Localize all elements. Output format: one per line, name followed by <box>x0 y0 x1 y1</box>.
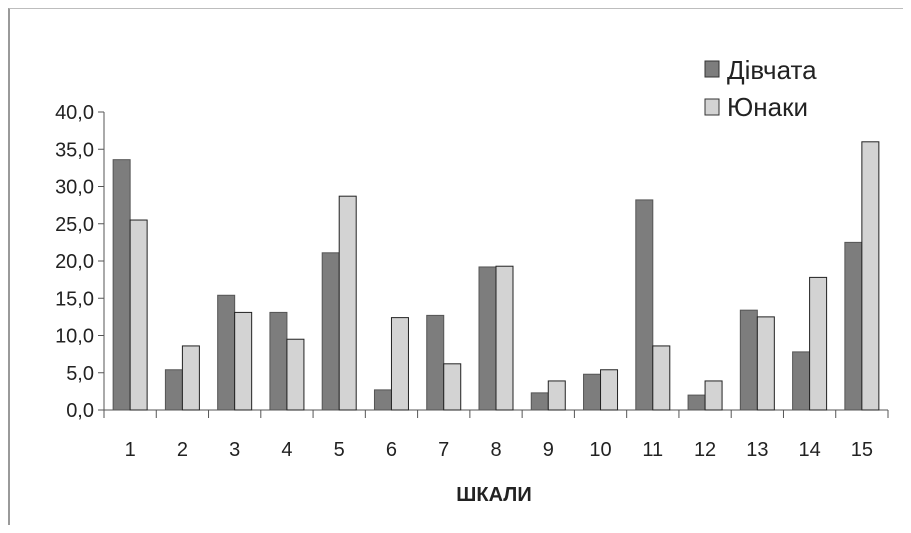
bar-boys <box>861 141 880 411</box>
bar-boys <box>390 317 409 411</box>
x-tick-label: 11 <box>642 439 663 461</box>
bars <box>112 141 880 411</box>
bar-boys <box>181 345 200 411</box>
y-tick-label: 10,0 <box>55 326 94 348</box>
bar-boys <box>286 338 305 411</box>
y-tick-label: 20,0 <box>55 251 94 273</box>
bar-boys <box>756 316 775 411</box>
y-ticks: 0,0 5,0 10,0 15,0 20,0 25,0 30,0 35,0 40,0 <box>55 102 104 422</box>
x-tick-label: 15 <box>851 439 873 461</box>
bar-girls <box>583 373 602 411</box>
legend: Дівчата Юнаки <box>704 55 817 122</box>
x-tick-label: 9 <box>543 439 554 461</box>
x-tick-label: 4 <box>281 439 292 461</box>
bar-girls <box>217 294 236 411</box>
bar-girls <box>792 351 811 411</box>
legend-swatch-boys <box>704 98 720 116</box>
x-tick-label: 14 <box>798 439 820 461</box>
chart-frame <box>8 8 903 525</box>
bar-girls <box>687 394 706 411</box>
legend-label-girls: Дівчата <box>727 55 817 85</box>
bar-girls <box>530 392 549 411</box>
bar-boys <box>652 345 671 411</box>
bar-boys <box>234 311 253 411</box>
x-tick-label: 12 <box>694 439 716 461</box>
bar-boys <box>704 380 723 411</box>
bar-girls <box>321 252 340 411</box>
y-tick-label: 30,0 <box>55 177 94 199</box>
x-tick-label: 2 <box>177 439 188 461</box>
bar-girls <box>269 311 288 411</box>
bar-boys <box>495 265 514 411</box>
x-tick-label: 6 <box>386 439 397 461</box>
bar-girls <box>635 199 654 411</box>
legend-swatch-girls <box>704 60 720 78</box>
x-ticks: 1 2 3 4 5 6 7 8 9 10 11 12 13 14 15 <box>103 410 889 461</box>
bar-girls <box>844 241 863 411</box>
bar-girls <box>739 309 758 411</box>
bar-girls <box>478 266 497 411</box>
y-tick-label: 0,0 <box>66 400 94 422</box>
x-tick-label: 8 <box>490 439 501 461</box>
y-tick-label: 15,0 <box>55 288 94 310</box>
x-tick-label: 5 <box>334 439 345 461</box>
bar-boys <box>443 363 462 411</box>
y-tick-label: 5,0 <box>66 363 94 385</box>
x-tick-label: 13 <box>746 439 768 461</box>
bar-boys <box>338 195 357 411</box>
x-tick-label: 10 <box>589 439 611 461</box>
legend-label-boys: Юнаки <box>727 92 808 122</box>
bar-boys <box>600 369 619 411</box>
y-tick-label: 40,0 <box>55 102 94 124</box>
bar-girls <box>373 389 392 411</box>
bar-girls <box>164 369 183 411</box>
bar-boys <box>809 276 828 411</box>
bar-girls <box>426 314 445 411</box>
y-tick-label: 35,0 <box>55 139 94 161</box>
bar-girls <box>112 159 131 411</box>
y-tick-label: 25,0 <box>55 214 94 236</box>
bar-boys <box>547 380 566 411</box>
x-tick-label: 1 <box>125 439 136 461</box>
x-axis-label: ШКАЛИ <box>456 484 531 506</box>
x-tick-label: 7 <box>438 439 449 461</box>
bar-boys <box>129 219 148 411</box>
x-tick-label: 3 <box>229 439 240 461</box>
